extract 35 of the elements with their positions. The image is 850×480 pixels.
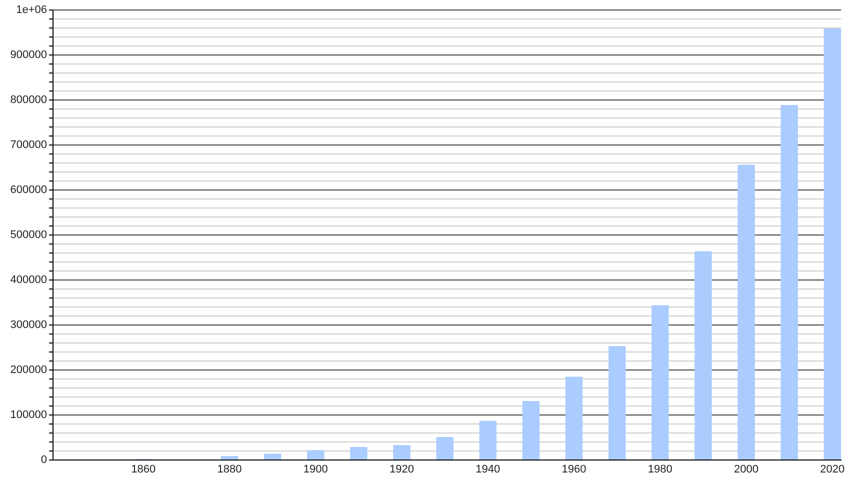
y-tick-label: 600000 — [10, 184, 47, 196]
x-tick-label: 1900 — [303, 464, 328, 476]
x-tick-label: 1860 — [131, 464, 156, 476]
bar — [220, 456, 238, 460]
bar — [738, 164, 755, 460]
bar — [652, 305, 669, 460]
bar — [522, 401, 540, 460]
bar — [694, 251, 712, 460]
y-tick-label: 800000 — [10, 94, 47, 106]
y-tick-label: 300000 — [10, 319, 47, 332]
x-tick-label: 1940 — [476, 464, 500, 476]
y-tick-label: 400000 — [10, 274, 47, 286]
y-tick-label: 0 — [40, 454, 47, 466]
y-tick-label: 900000 — [10, 49, 47, 62]
bar — [307, 450, 324, 460]
x-tick-label: 1920 — [390, 464, 414, 476]
bar — [608, 346, 626, 460]
x-tick-label: 1880 — [217, 464, 242, 476]
bar — [780, 104, 798, 460]
y-tick-label: 1e+06 — [16, 4, 47, 16]
bar — [565, 376, 583, 460]
bar — [479, 420, 497, 460]
y-tick-label: 700000 — [10, 139, 47, 152]
bar — [393, 445, 410, 460]
bar — [350, 446, 368, 460]
y-tick-label: 500000 — [10, 229, 47, 242]
x-tick-label: 2020 — [820, 464, 845, 476]
bar — [436, 437, 454, 460]
bar — [824, 28, 841, 460]
y-tick-label: 100000 — [10, 409, 47, 422]
x-tick-label: 1960 — [562, 464, 586, 476]
x-tick-label: 1980 — [648, 464, 672, 476]
x-tick-label: 2000 — [734, 464, 759, 476]
y-tick-label: 200000 — [10, 364, 47, 376]
bar — [264, 454, 282, 460]
